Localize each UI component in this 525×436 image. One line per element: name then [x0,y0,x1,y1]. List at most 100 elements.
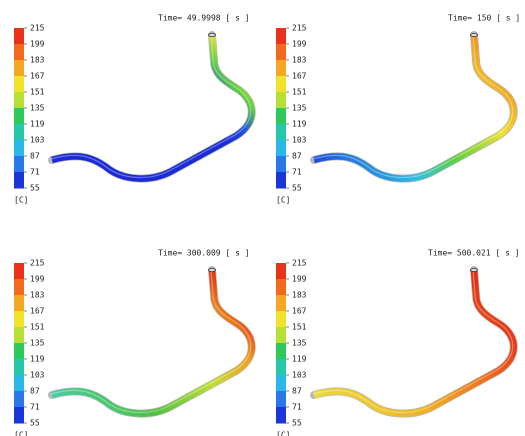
time-label: Time= 300.009 [ s ] [158,249,250,258]
colorbar-label: 199 [292,40,307,49]
colorbar-label: 135 [292,339,307,348]
colorbar-label: 199 [30,40,45,49]
colorbar-label: 167 [30,307,45,316]
colorbar-label: 183 [292,56,307,65]
colorbar-segment [14,407,24,424]
colorbar-segment [14,156,24,173]
time-label: Time= 49.9998 [ s ] [158,14,250,23]
colorbar-label: 135 [292,104,307,113]
colorbar-label: 119 [292,120,307,129]
unit-label: [C] [276,431,290,436]
colorbar-label: 183 [30,56,45,65]
unit-label: [C] [14,196,28,205]
colorbar-label: 87 [292,387,302,396]
panel: Time= 500.021 [ s ] 215 199 183 167 151 135 119… [276,249,520,436]
colorbar-segment [276,263,286,280]
colorbar-label: 55 [30,184,40,193]
colorbar-segment [14,359,24,376]
colorbar-label: 151 [30,323,45,332]
pipe-highlight [313,34,513,178]
colorbar-label: 71 [30,403,40,412]
colorbar-segment [14,172,24,189]
colorbar-segment [276,60,286,77]
pipe-end [209,33,216,36]
colorbar-segment [276,108,286,125]
colorbar-label: 183 [292,291,307,300]
colorbar-segment [276,172,286,189]
colorbar-label: 119 [30,120,45,129]
colorbar-label: 55 [30,419,40,428]
colorbar-label: 199 [292,275,307,284]
colorbar-label: 215 [292,24,307,33]
colorbar-segment [276,391,286,408]
pipe-end [471,268,478,271]
colorbar-label: 119 [30,355,45,364]
panel: Time= 300.009 [ s ]215199183167151135119… [14,249,252,436]
colorbar-label: 87 [292,152,302,161]
colorbar-segment [276,28,286,45]
colorbar-label: 167 [292,72,307,81]
colorbar-label: 151 [292,88,307,97]
colorbar-segment [14,28,24,45]
colorbar-segment [276,124,286,141]
time-label: Time= 150 [ s ] [448,14,520,23]
colorbar-segment [14,311,24,328]
colorbar-label: 119 [292,355,307,364]
colorbar-label: 71 [30,168,40,177]
panel: Time= 150 [ s ] 215 199 183 167 151 135 119 103 8… [276,14,520,205]
figure: Time= 49.9998 [ s ] 215 199 183 167 151 135 119… [0,0,525,436]
pipe-highlight [51,34,251,178]
colorbar-segment [276,156,286,173]
unit-label: [C] [14,431,28,436]
colorbar-label: 55 [292,184,302,193]
colorbar-segment [14,391,24,408]
colorbar-label: 215 [30,259,45,268]
colorbar-segment [276,76,286,93]
pipe [314,270,514,414]
colorbar-label: 151 [292,323,307,332]
colorbar-segment [14,343,24,360]
pipe-highlight [313,269,513,413]
colorbar-segment [276,375,286,392]
colorbar-segment [14,44,24,61]
colorbar-segment [14,124,24,141]
colorbar-segment [14,76,24,93]
time-label: Time= 500.021 [ s ] [428,249,520,258]
panel: Time= 49.9998 [ s ] 215 199 183 167 151 135 119… [14,14,252,205]
colorbar-segment [14,295,24,312]
colorbar-label: 55 [292,419,302,428]
colorbar-segment [14,279,24,296]
colorbar-label: 87 [30,152,40,161]
colorbar-segment [276,140,286,157]
colorbar-segment [276,311,286,328]
colorbar-segment [14,263,24,280]
colorbar-segment [14,92,24,109]
pipe-end [471,33,478,36]
colorbar-label: 103 [30,371,45,380]
colorbar-label: 103 [30,136,45,145]
colorbar-segment [276,327,286,344]
pipe [52,270,252,414]
colorbar-label: 103 [292,371,307,380]
colorbar-segment [14,375,24,392]
pipe [52,35,252,179]
colorbar-label: 71 [292,168,302,177]
colorbar-segment [276,279,286,296]
colorbar-label: 135 [30,104,45,113]
colorbar-label: 199 [30,275,45,284]
colorbar-label: 183 [30,291,45,300]
colorbar-segment [14,327,24,344]
colorbar-label: 167 [292,307,307,316]
colorbar-label: 215 [292,259,307,268]
colorbar-label: 71 [292,403,302,412]
colorbar-label: 167 [30,72,45,81]
colorbar-segment [14,140,24,157]
pipe [314,35,514,179]
colorbar-segment [276,407,286,424]
colorbar-label: 103 [292,136,307,145]
colorbar-segment [276,359,286,376]
colorbar-label: 215 [30,24,45,33]
colorbar-segment [276,92,286,109]
colorbar-label: 151 [30,88,45,97]
colorbar-segment [14,60,24,77]
